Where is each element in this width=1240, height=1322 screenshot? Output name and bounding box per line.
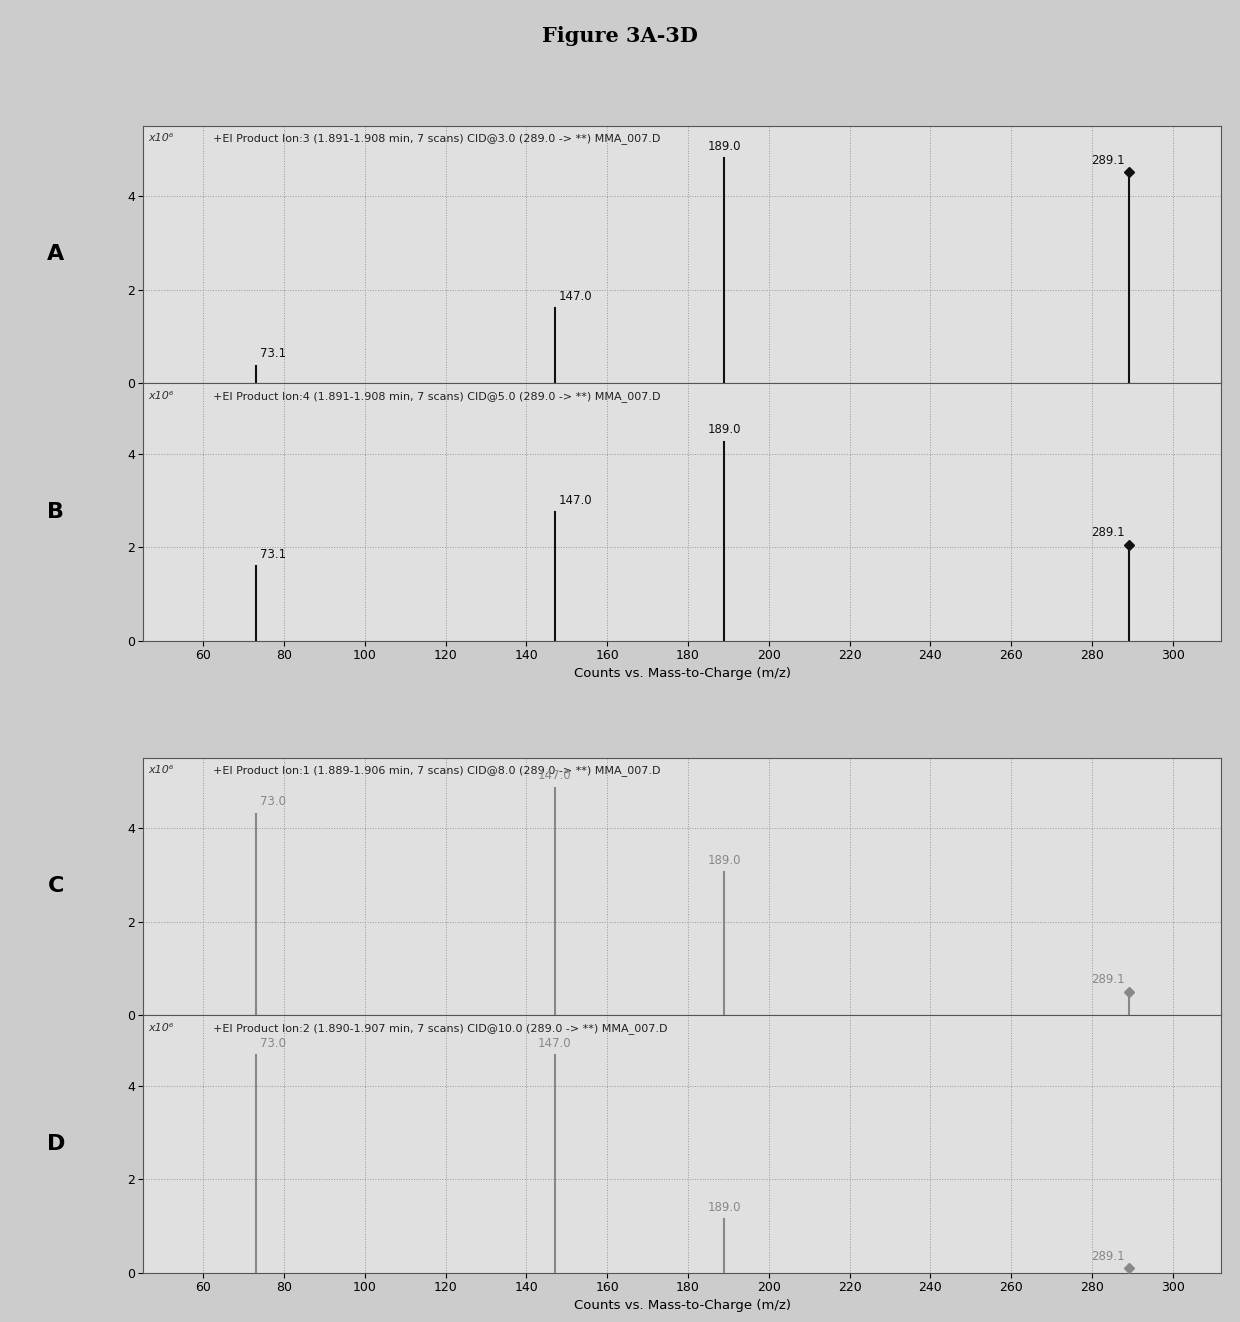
Text: D: D xyxy=(47,1134,64,1154)
Text: 73.1: 73.1 xyxy=(260,346,286,360)
Text: 189.0: 189.0 xyxy=(708,140,742,153)
Text: +EI Product Ion:1 (1.889-1.906 min, 7 scans) CID@8.0 (289.0 -> **) MMA_007.D: +EI Product Ion:1 (1.889-1.906 min, 7 sc… xyxy=(213,765,660,776)
Text: 289.1: 289.1 xyxy=(1091,526,1125,539)
Text: 289.1: 289.1 xyxy=(1091,153,1125,167)
Text: B: B xyxy=(47,502,64,522)
X-axis label: Counts vs. Mass-to-Charge (m/z): Counts vs. Mass-to-Charge (m/z) xyxy=(574,668,791,681)
Text: 189.0: 189.0 xyxy=(708,1200,742,1214)
Text: 73.0: 73.0 xyxy=(259,795,285,808)
Text: 147.0: 147.0 xyxy=(559,290,593,303)
Text: 147.0: 147.0 xyxy=(559,493,593,506)
Text: x10⁶: x10⁶ xyxy=(148,1023,174,1032)
Text: 73.0: 73.0 xyxy=(259,1036,285,1050)
Text: 289.1: 289.1 xyxy=(1091,973,1125,986)
Text: x10⁶: x10⁶ xyxy=(148,134,174,143)
Text: C: C xyxy=(47,876,64,896)
Text: x10⁶: x10⁶ xyxy=(148,391,174,401)
Text: 189.0: 189.0 xyxy=(708,854,742,867)
Text: 73.1: 73.1 xyxy=(260,547,286,561)
Text: Figure 3A-3D: Figure 3A-3D xyxy=(542,26,698,46)
Text: A: A xyxy=(47,245,64,264)
Text: +EI Product Ion:4 (1.891-1.908 min, 7 scans) CID@5.0 (289.0 -> **) MMA_007.D: +EI Product Ion:4 (1.891-1.908 min, 7 sc… xyxy=(213,391,660,402)
X-axis label: Counts vs. Mass-to-Charge (m/z): Counts vs. Mass-to-Charge (m/z) xyxy=(574,1300,791,1313)
Text: 147.0: 147.0 xyxy=(538,1036,572,1050)
Text: 289.1: 289.1 xyxy=(1091,1249,1125,1263)
Text: +EI Product Ion:2 (1.890-1.907 min, 7 scans) CID@10.0 (289.0 -> **) MMA_007.D: +EI Product Ion:2 (1.890-1.907 min, 7 sc… xyxy=(213,1023,667,1034)
Text: 189.0: 189.0 xyxy=(708,423,742,436)
Text: x10⁶: x10⁶ xyxy=(148,765,174,775)
Text: 147.0: 147.0 xyxy=(538,769,572,783)
Text: +EI Product Ion:3 (1.891-1.908 min, 7 scans) CID@3.0 (289.0 -> **) MMA_007.D: +EI Product Ion:3 (1.891-1.908 min, 7 sc… xyxy=(213,134,660,144)
